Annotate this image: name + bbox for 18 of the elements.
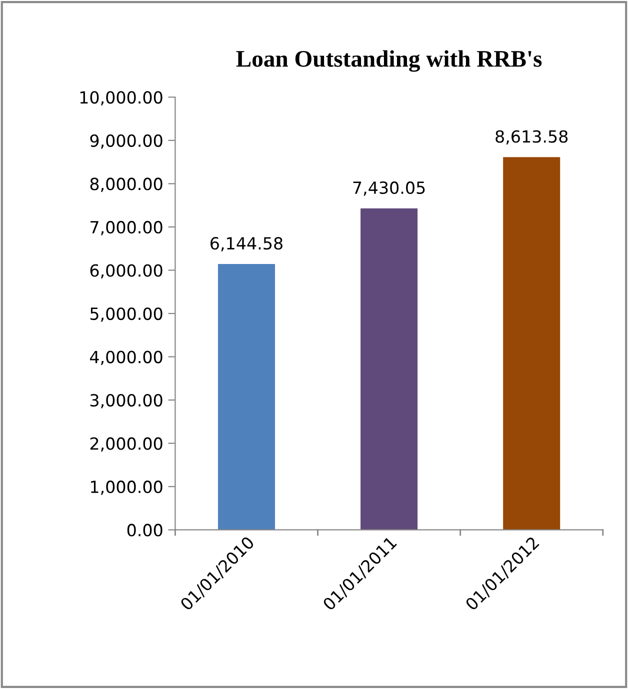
data-label: 6,144.58 bbox=[210, 237, 282, 252]
y-tick-label: 5,000.00 bbox=[90, 307, 162, 322]
y-tick-label: 1,000.00 bbox=[91, 480, 162, 495]
y-tick-label: 9,000.00 bbox=[90, 134, 162, 149]
y-tick-label: 4,000.00 bbox=[90, 350, 162, 366]
y-tick-label: 8,000.00 bbox=[90, 178, 162, 192]
data-label: 8,613.58 bbox=[496, 130, 568, 144]
y-tick-label: 6,000.00 bbox=[90, 264, 162, 278]
chart-title: Loan Outstanding with RRB's bbox=[236, 50, 542, 72]
bar bbox=[503, 157, 560, 530]
bar bbox=[218, 264, 275, 530]
y-tick-label: 10,000.00 bbox=[80, 91, 162, 106]
y-tick-label: 7,000.00 bbox=[90, 220, 162, 236]
bar bbox=[360, 208, 418, 530]
data-label: 7,430.05 bbox=[353, 181, 425, 196]
y-tick-label: 0.00 bbox=[127, 524, 162, 536]
y-tick-label: 3,000.00 bbox=[90, 394, 162, 408]
y-tick-label: 2,000.00 bbox=[90, 437, 162, 452]
